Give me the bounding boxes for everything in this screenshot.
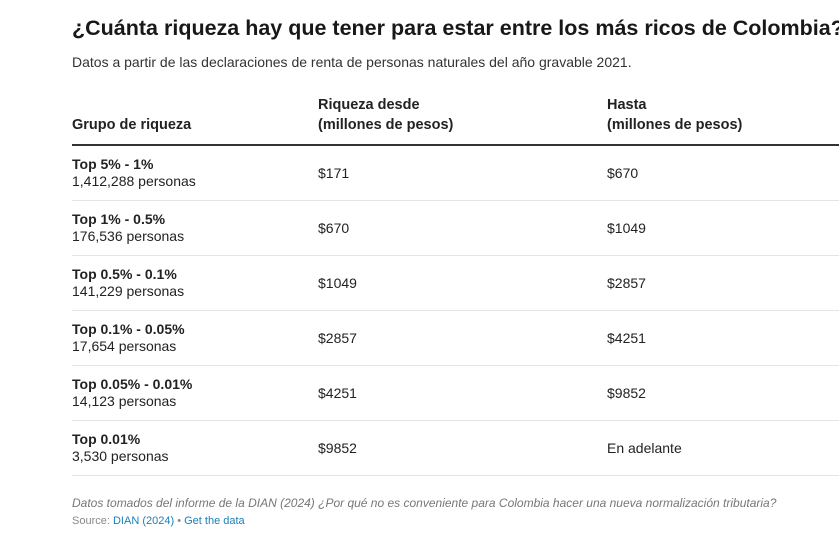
table-row: Top 0.1% - 0.05% 17,654 personas $2857 $… (72, 311, 839, 366)
cell-to: $670 (607, 165, 639, 181)
page-subtitle: Datos a partir de las declaraciones de r… (72, 54, 632, 70)
table-row: Top 0.01% 3,530 personas $9852 En adelan… (72, 421, 839, 476)
cell-from: $4251 (318, 385, 357, 401)
table-header: Grupo de riqueza Riqueza desde (millones… (72, 97, 839, 146)
group-name: Top 0.5% - 0.1% (72, 266, 177, 282)
group-name: Top 0.01% (72, 431, 141, 447)
header-label: Riqueza desde (millones de pesos) (318, 97, 454, 133)
source-link[interactable]: DIAN (2024) (112, 515, 175, 527)
cell-to: $9852 (607, 385, 646, 401)
source-label: Source: (72, 515, 110, 527)
header-label: Hasta (millones de pesos) (607, 97, 743, 133)
group-name: Top 5% - 1% (72, 156, 154, 172)
notes: Datos tomados del informe de la DIAN (20… (72, 496, 777, 510)
cell-group: Top 0.05% - 0.01% 14,123 personas (72, 376, 318, 410)
get-data-link[interactable]: Get the data (184, 515, 245, 527)
group-name: Top 0.1% - 0.05% (72, 321, 185, 337)
header-to: Hasta (millones de pesos) (607, 97, 839, 144)
group-name: Top 1% - 0.5% (72, 211, 166, 227)
cell-to: En adelante (607, 440, 682, 456)
group-count: 17,654 personas (72, 338, 177, 354)
cell-from: $171 (318, 165, 350, 181)
table-row: Top 0.5% - 0.1% 141,229 personas $1049 $… (72, 256, 839, 311)
page-title: ¿Cuánta riqueza hay que tener para estar… (72, 16, 839, 40)
cell-to: $4251 (607, 330, 646, 346)
table-row: Top 1% - 0.5% 176,536 personas $670 $104… (72, 201, 839, 256)
source-line: Source: DIAN (2024) • Get the data (72, 515, 245, 527)
cell-group: Top 0.5% - 0.1% 141,229 personas (72, 266, 318, 300)
header-group: Grupo de riqueza (72, 97, 318, 144)
group-count: 3,530 personas (72, 448, 169, 464)
cell-to: $2857 (607, 275, 646, 291)
header-from: Riqueza desde (millones de pesos) (318, 97, 607, 144)
group-name: Top 0.05% - 0.01% (72, 376, 193, 392)
header-label: Grupo de riqueza (72, 117, 192, 133)
cell-from: $1049 (318, 275, 357, 291)
table-row: Top 0.05% - 0.01% 14,123 personas $4251 … (72, 366, 839, 421)
group-count: 141,229 personas (72, 283, 185, 299)
separator: • (177, 515, 182, 527)
group-count: 176,536 personas (72, 228, 185, 244)
group-count: 1,412,288 personas (72, 173, 196, 189)
cell-from: $670 (318, 220, 350, 236)
cell-group: Top 5% - 1% 1,412,288 personas (72, 156, 318, 190)
group-count: 14,123 personas (72, 393, 177, 409)
cell-from: $9852 (318, 440, 357, 456)
cell-to: $1049 (607, 220, 646, 236)
cell-group: Top 1% - 0.5% 176,536 personas (72, 211, 318, 245)
cell-from: $2857 (318, 330, 357, 346)
wealth-table: Grupo de riqueza Riqueza desde (millones… (72, 97, 839, 476)
cell-group: Top 0.1% - 0.05% 17,654 personas (72, 321, 318, 355)
cell-group: Top 0.01% 3,530 personas (72, 431, 318, 465)
table-row: Top 5% - 1% 1,412,288 personas $171 $670 (72, 146, 839, 201)
